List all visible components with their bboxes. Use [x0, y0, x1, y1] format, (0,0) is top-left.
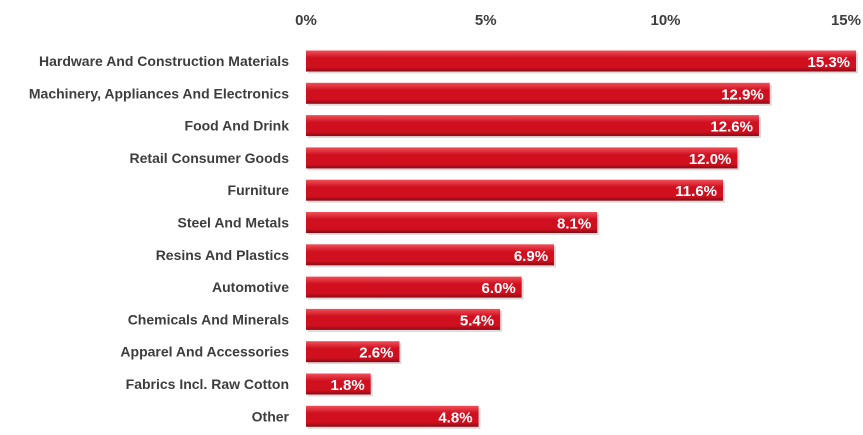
- bar-row: Automotive 6.0%: [212, 276, 524, 300]
- bar-row: Fabrics Incl. Raw Cotton 1.8%: [126, 373, 373, 397]
- data-label: 12.0%: [689, 151, 732, 168]
- category-label: Retail Consumer Goods: [130, 150, 290, 166]
- x-axis-ticks: 0% 5% 10% 15%: [295, 12, 861, 29]
- category-label: Apparel And Accessories: [120, 344, 289, 360]
- x-tick-label: 10%: [650, 12, 680, 29]
- bar-row: Apparel And Accessories 2.6%: [120, 341, 402, 365]
- bar: [306, 147, 738, 169]
- data-label: 6.9%: [514, 248, 548, 265]
- bar: [306, 212, 598, 233]
- bar: [306, 82, 770, 104]
- data-label: 12.6%: [710, 119, 753, 136]
- bar: [306, 276, 522, 298]
- bar-row: Hardware And Construction Materials 15.3%: [39, 50, 859, 74]
- category-label: Steel And Metals: [177, 215, 289, 231]
- bar-row: Retail Consumer Goods 12.0%: [130, 147, 740, 171]
- bar: [306, 308, 501, 330]
- category-label: Automotive: [212, 279, 289, 295]
- bar-row: Food And Drink 12.6%: [185, 115, 761, 139]
- x-tick-label: 15%: [831, 12, 861, 29]
- category-label: Hardware And Construction Materials: [39, 53, 289, 69]
- bar-row: Resins And Plastics 6.9%: [156, 244, 557, 268]
- data-label: 11.6%: [675, 183, 717, 200]
- category-label: Food And Drink: [185, 118, 290, 134]
- data-label: 12.9%: [721, 86, 764, 103]
- data-label: 15.3%: [807, 54, 850, 71]
- data-label: 1.8%: [331, 377, 365, 394]
- data-label: 2.6%: [359, 345, 393, 362]
- category-label: Resins And Plastics: [156, 247, 290, 263]
- category-label: Chemicals And Minerals: [128, 311, 290, 327]
- bar-row: Machinery, Appliances And Electronics 12.…: [29, 82, 772, 106]
- category-label: Fabrics Incl. Raw Cotton: [126, 376, 289, 392]
- bar: [306, 341, 400, 363]
- bar: [306, 50, 857, 72]
- bar: [306, 244, 555, 266]
- category-label: Machinery, Appliances And Electronics: [29, 85, 289, 101]
- data-label: 4.8%: [438, 409, 472, 426]
- bar: [306, 405, 479, 427]
- data-label: 6.0%: [481, 280, 515, 297]
- x-tick-label: 5%: [475, 12, 497, 29]
- category-label: Furniture: [228, 182, 290, 198]
- bar: [306, 115, 759, 137]
- bar: [306, 179, 724, 201]
- data-label: 5.4%: [460, 312, 494, 329]
- bar: [306, 373, 371, 395]
- data-label: 8.1%: [557, 216, 591, 233]
- bar-row: Chemicals And Minerals 5.4%: [128, 308, 503, 332]
- bar-row: Other 4.8%: [252, 405, 481, 429]
- category-label: Other: [252, 408, 290, 424]
- bar-row: Furniture 11.6%: [228, 179, 726, 203]
- bar-row: Steel And Metals 8.1%: [177, 212, 600, 235]
- x-tick-label: 0%: [295, 12, 317, 29]
